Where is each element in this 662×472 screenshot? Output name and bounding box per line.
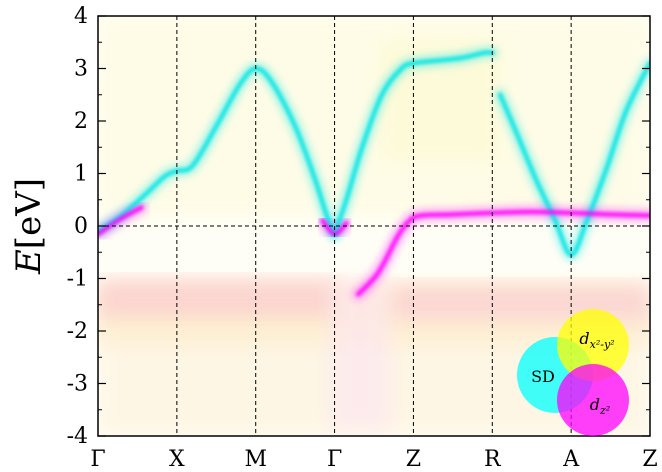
venn-legend: SD dx²-y² dz² xyxy=(517,309,629,436)
legend-dz2-circle xyxy=(557,364,629,436)
y-tick-label-6: -2 xyxy=(67,319,88,344)
y-axis-label-symbol: E xyxy=(9,249,49,275)
band-line-0 xyxy=(98,66,337,237)
y-axis-label: E[eV] xyxy=(9,178,49,275)
x-tick-label-0: Γ xyxy=(90,447,105,472)
x-tick-label-7: Z xyxy=(642,447,657,472)
x-tick-label-1: X xyxy=(169,447,185,472)
band-line-5 xyxy=(355,209,650,297)
y-tick-label-0: 4 xyxy=(74,4,88,29)
x-tick-label-3: Γ xyxy=(327,447,342,472)
y-tick-label-8: -4 xyxy=(67,424,88,449)
y-tick-label-7: -3 xyxy=(67,372,88,397)
y-tick-label-2: 2 xyxy=(74,109,88,134)
x-tick-label-2: M xyxy=(244,447,267,472)
band-line-1 xyxy=(332,50,495,237)
y-tick-label-1: 3 xyxy=(74,57,88,82)
y-tick-label-4: 0 xyxy=(74,214,88,239)
x-tick-label-4: Z xyxy=(406,447,421,472)
y-tick-label-3: 1 xyxy=(74,162,88,187)
y-tick-label-5: -1 xyxy=(67,267,88,292)
band-line-3 xyxy=(98,205,144,237)
legend-dx2y2-circle xyxy=(557,309,629,381)
y-axis-label-unit: [eV] xyxy=(9,178,49,249)
x-tick-label-5: R xyxy=(484,447,502,472)
x-tick-label-6: A xyxy=(562,447,580,472)
legend-sd-label: SD xyxy=(531,367,555,386)
y-axis-ticks: 4 3 2 1 0 -1 -2 -3 -4 xyxy=(67,4,650,449)
